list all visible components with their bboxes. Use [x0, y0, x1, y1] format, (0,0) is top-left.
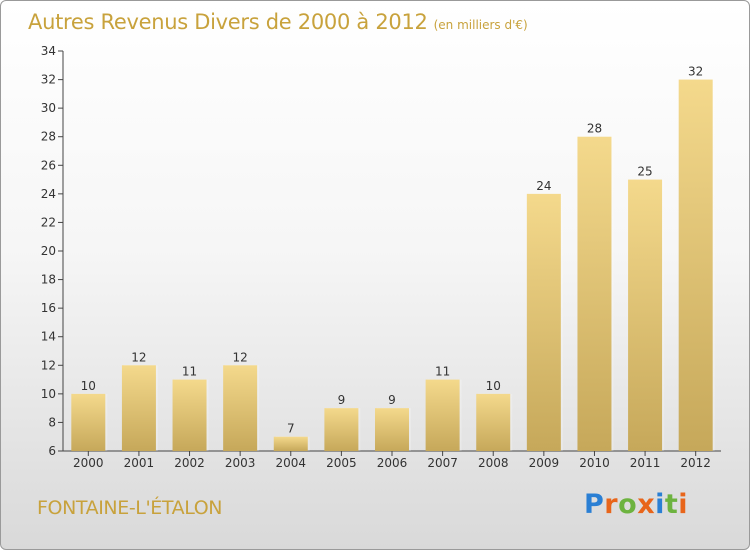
x-tick-label: 2006	[377, 456, 408, 470]
bar	[223, 365, 258, 451]
bar	[476, 393, 511, 451]
x-tick-label: 2004	[275, 456, 306, 470]
chart-title-block: Autres Revenus Divers de 2000 à 2012 (en …	[28, 10, 528, 34]
bar	[678, 79, 713, 452]
bar-value-label: 7	[287, 422, 295, 436]
x-tick-label: 2012	[680, 456, 711, 470]
bar-value-label: 25	[637, 165, 652, 179]
x-tick-label: 2002	[174, 456, 205, 470]
logo-letter: i	[678, 489, 689, 520]
bar-value-label: 11	[182, 365, 197, 379]
bar	[71, 393, 106, 451]
x-tick-label: 2009	[529, 456, 560, 470]
bar-value-label: 12	[233, 350, 248, 364]
x-tick-label: 2007	[427, 456, 458, 470]
y-tick-label: 6	[48, 444, 56, 458]
logo-letter: t	[664, 489, 679, 520]
bar	[172, 379, 207, 451]
y-tick-label: 30	[41, 101, 56, 115]
proxiti-logo: Proxiti	[584, 489, 688, 520]
y-tick-label: 22	[41, 215, 56, 229]
y-tick-label: 34	[41, 44, 56, 58]
logo-letter: x	[637, 489, 656, 520]
bar	[425, 379, 460, 451]
x-tick-label: 2003	[225, 456, 256, 470]
x-tick-label: 2011	[630, 456, 661, 470]
commune-name: FONTAINE-L'ÉTALON	[37, 497, 223, 519]
logo-letter: P	[584, 489, 605, 520]
logo-letter: r	[604, 489, 619, 520]
bars: 10 12 11 12 7 9 9 11 10 24 28 25 32	[71, 65, 715, 452]
x-axis: 2000 2001 2002 2003 2004 2005 2006 2007 2008 2009…	[63, 450, 721, 470]
bar	[628, 179, 663, 452]
y-axis: 6 8 10 12 14 16 18 20 22 24 26 28 30 32 34	[41, 44, 64, 458]
bar-value-label: 10	[81, 379, 96, 393]
y-tick-label: 16	[41, 301, 56, 315]
bar	[121, 365, 156, 451]
x-tick-label: 2000	[73, 456, 104, 470]
bar-value-label: 12	[131, 350, 146, 364]
chart-subtitle: (en milliers d'€)	[433, 18, 528, 32]
bar-value-label: 32	[688, 65, 703, 79]
logo-letter: o	[618, 489, 638, 520]
y-tick-label: 18	[41, 273, 56, 287]
bar	[375, 408, 409, 451]
y-tick-label: 28	[41, 130, 56, 144]
y-tick-label: 20	[41, 244, 56, 258]
bar-value-label: 9	[338, 393, 346, 407]
y-tick-label: 32	[41, 73, 56, 87]
x-tick-label: 2005	[326, 456, 357, 470]
bar-value-label: 10	[486, 379, 501, 393]
bar	[526, 193, 561, 451]
bar-value-label: 24	[536, 179, 551, 193]
bar-value-label: 28	[587, 122, 602, 136]
x-tick-label: 2010	[579, 456, 610, 470]
bar-value-label: 11	[435, 365, 450, 379]
y-tick-label: 24	[41, 187, 56, 201]
y-tick-label: 10	[41, 387, 56, 401]
x-tick-label: 2008	[478, 456, 509, 470]
bar	[273, 436, 308, 451]
logo-letter: i	[655, 489, 665, 520]
y-tick-label: 26	[41, 158, 56, 172]
y-tick-label: 12	[41, 358, 56, 372]
y-tick-label: 8	[48, 415, 56, 429]
bar	[324, 408, 359, 451]
y-tick-label: 14	[41, 330, 56, 344]
bar-value-label: 9	[388, 393, 396, 407]
chart-title: Autres Revenus Divers de 2000 à 2012	[28, 10, 428, 34]
bar	[577, 136, 612, 451]
x-tick-label: 2001	[124, 456, 155, 470]
